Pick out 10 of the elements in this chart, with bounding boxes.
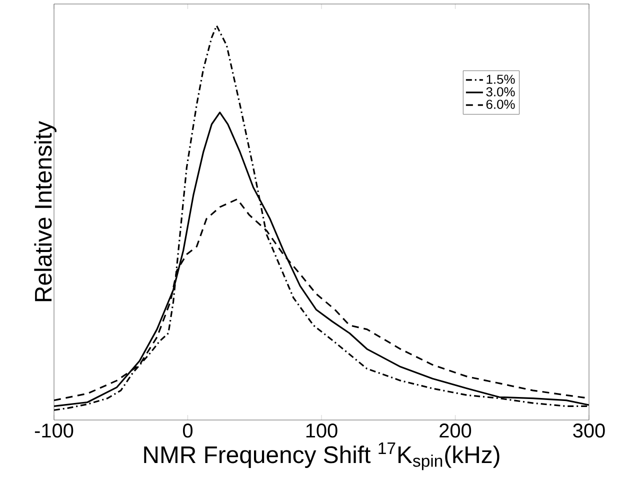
legend-label: 3.0%: [486, 87, 515, 96]
x-axis-title: NMR Frequency Shift $^{17}$K$_{spin}$(kHz): [144, 442, 500, 470]
x-tick-label: 100: [306, 424, 338, 438]
x-tick-label: 200: [440, 424, 472, 438]
legend-label: 6.0%: [486, 100, 515, 109]
x-tick-label: 300: [573, 424, 605, 438]
y-axis-title: Relative Intensity: [34, 121, 56, 302]
legend-label: 1.5%: [486, 74, 515, 84]
x-tick-label: -100: [34, 424, 74, 438]
x-tick-label: 0: [182, 424, 193, 438]
